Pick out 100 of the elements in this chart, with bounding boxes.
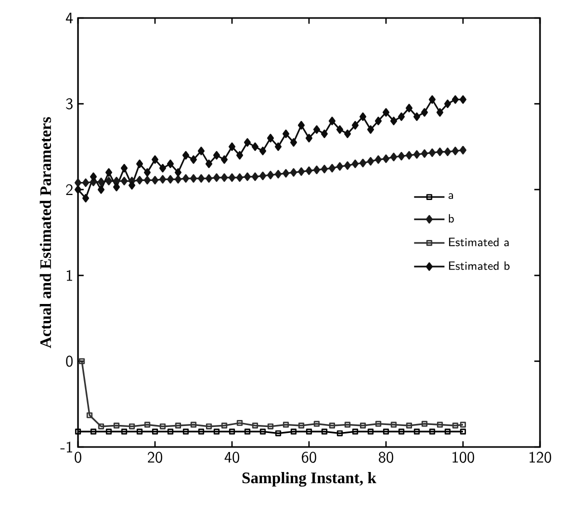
point xyxy=(175,422,182,428)
point xyxy=(321,164,328,174)
point xyxy=(206,160,212,168)
point xyxy=(214,428,220,434)
x-tick-label: 120 xyxy=(530,452,552,463)
point xyxy=(298,167,305,176)
point xyxy=(421,108,428,117)
point xyxy=(144,176,151,184)
point xyxy=(159,175,166,184)
point xyxy=(352,428,358,434)
point xyxy=(236,420,243,426)
point xyxy=(74,178,82,188)
point xyxy=(368,428,374,434)
point xyxy=(236,151,244,160)
point xyxy=(390,152,398,162)
point xyxy=(460,146,466,154)
point xyxy=(152,176,158,184)
point xyxy=(352,160,359,168)
point xyxy=(298,120,305,130)
point xyxy=(120,164,128,172)
x-axis-title: Sampling Instant, k xyxy=(242,472,376,487)
point xyxy=(221,422,228,428)
point xyxy=(86,412,92,418)
point xyxy=(267,170,274,180)
point xyxy=(413,112,420,121)
point xyxy=(336,430,343,436)
x-tick-label: 60 xyxy=(302,452,316,463)
point xyxy=(282,422,289,428)
point xyxy=(260,428,266,434)
point xyxy=(436,108,444,117)
point xyxy=(259,172,266,180)
point xyxy=(152,155,158,164)
point xyxy=(190,155,197,164)
point xyxy=(452,95,459,104)
point xyxy=(360,422,366,428)
point xyxy=(98,423,104,430)
point xyxy=(167,160,174,168)
point xyxy=(220,173,228,182)
point xyxy=(444,428,451,434)
point xyxy=(136,160,144,168)
point xyxy=(313,166,320,174)
point xyxy=(274,170,282,178)
point xyxy=(244,138,251,147)
point xyxy=(167,175,174,184)
point xyxy=(413,150,420,159)
x-tick-label: 20 xyxy=(148,452,162,463)
point xyxy=(390,116,398,126)
point xyxy=(206,423,212,430)
point xyxy=(267,134,274,142)
point xyxy=(144,168,151,177)
point xyxy=(422,420,428,427)
point xyxy=(328,116,336,126)
point xyxy=(444,100,452,108)
point xyxy=(274,142,282,151)
point xyxy=(144,422,150,428)
point xyxy=(90,172,97,181)
point xyxy=(244,172,251,181)
point xyxy=(414,428,420,434)
point xyxy=(174,175,182,184)
point xyxy=(190,422,196,428)
point xyxy=(220,155,228,164)
legend-label: Estimated a xyxy=(449,238,509,246)
point xyxy=(82,194,90,202)
point xyxy=(374,116,382,126)
point xyxy=(82,178,90,188)
legend-label: a xyxy=(448,193,453,199)
point xyxy=(352,120,359,130)
legend-label: Estimated b xyxy=(449,261,510,270)
point xyxy=(282,130,290,138)
point xyxy=(213,173,220,182)
point xyxy=(406,151,413,160)
point xyxy=(329,422,336,428)
point xyxy=(290,428,297,434)
point xyxy=(290,168,298,177)
point xyxy=(120,176,128,186)
point xyxy=(321,130,328,138)
point xyxy=(206,174,212,183)
point xyxy=(236,173,244,182)
point xyxy=(74,185,82,194)
point xyxy=(429,428,436,434)
point xyxy=(229,428,235,434)
point xyxy=(113,182,120,192)
point xyxy=(128,181,136,190)
point xyxy=(98,185,105,194)
point xyxy=(314,420,320,427)
point xyxy=(306,134,312,142)
point xyxy=(306,166,312,175)
point xyxy=(252,172,259,181)
point xyxy=(298,422,304,428)
point xyxy=(336,125,344,134)
point xyxy=(198,428,204,434)
point xyxy=(390,422,397,428)
point xyxy=(336,162,344,171)
point xyxy=(90,428,96,434)
point xyxy=(268,423,274,430)
point xyxy=(398,112,405,121)
point xyxy=(213,151,220,160)
point xyxy=(321,428,328,434)
point xyxy=(190,174,197,183)
y-tick-label: 0 xyxy=(66,356,73,367)
